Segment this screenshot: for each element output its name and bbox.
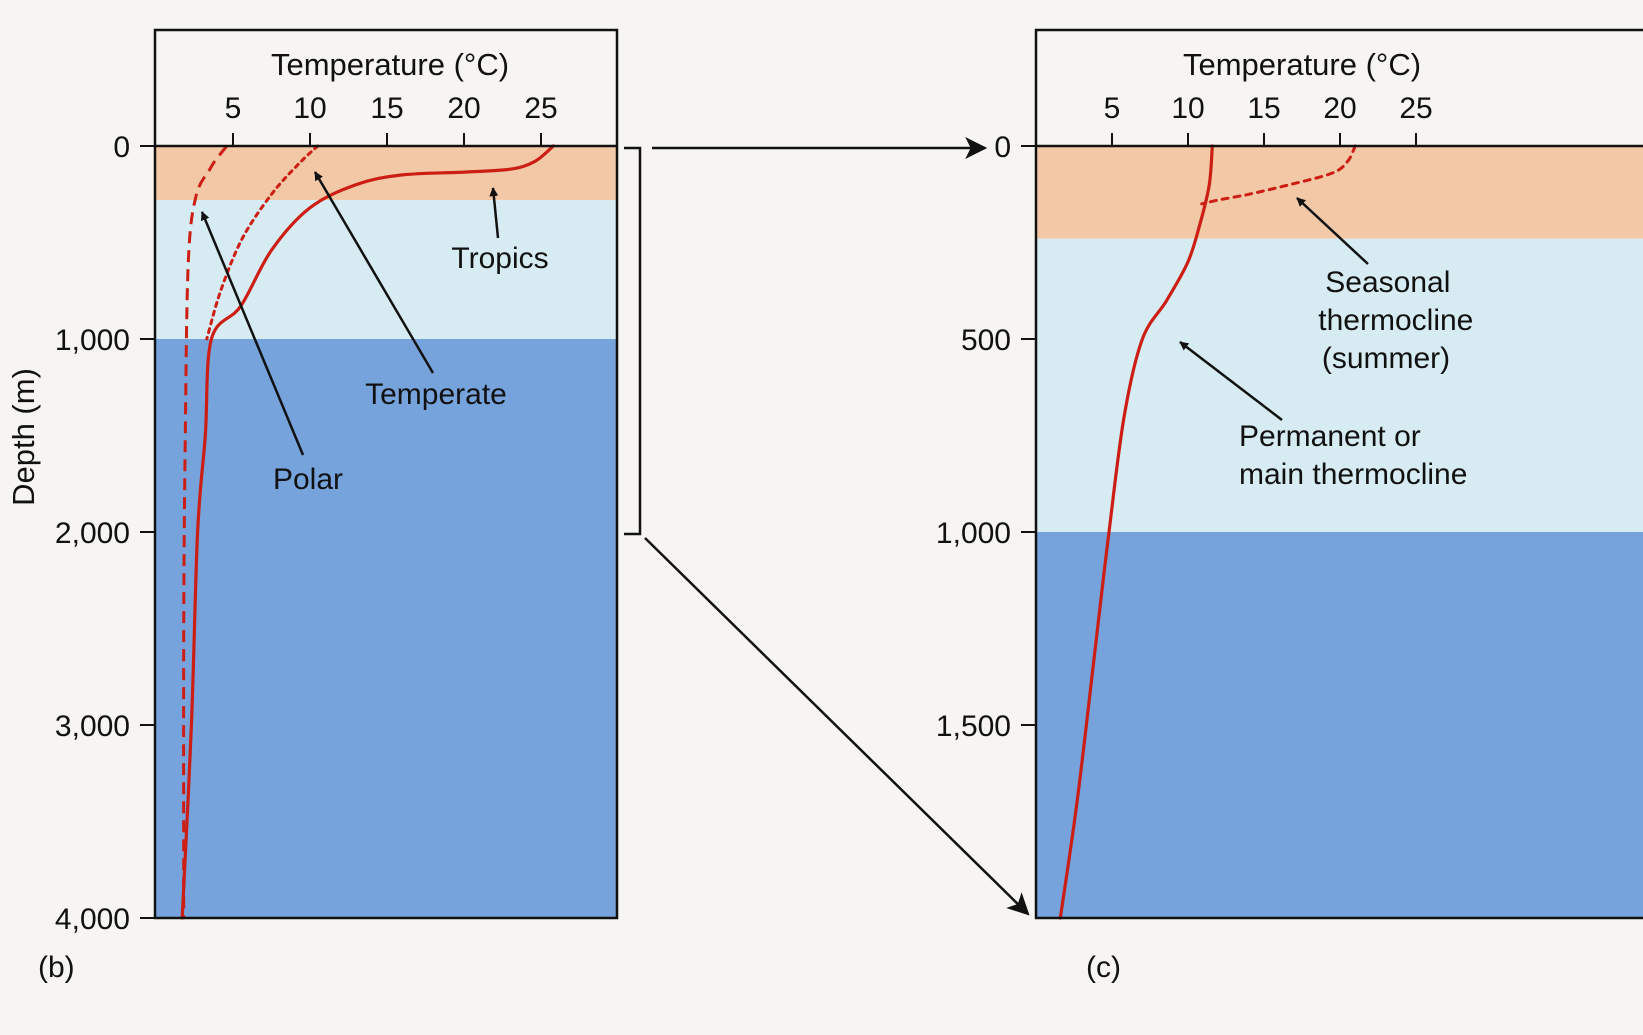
panel-b: Temperature (°C) 5 10 15 20 25 0 1,000 2… xyxy=(6,28,619,984)
panel-b-y-tick-label: 1,000 xyxy=(55,324,130,357)
panel-c-annotations: Seasonal thermocline (summer) Permanent … xyxy=(1179,197,1481,491)
permanent-thermocline-annotation-arrow xyxy=(1179,341,1283,421)
seasonal-label-line: Seasonal xyxy=(1325,266,1450,299)
panel-b-y-tick-label: 2,000 xyxy=(55,517,130,550)
panel-c-y-tick-label: 1,000 xyxy=(936,517,1011,550)
permanent-thermocline-annotation-label: Permanent or main thermocline xyxy=(1239,420,1467,491)
panel-c-x-tick-label: 20 xyxy=(1323,92,1356,125)
panel-c-x-tick-label: 25 xyxy=(1399,92,1432,125)
temperate-annotation-label: Temperate xyxy=(365,378,507,411)
panel-b-x-tick-label: 15 xyxy=(370,92,403,125)
panel-c-y-tick-label: 0 xyxy=(994,131,1011,164)
panel-b-deep-layer xyxy=(155,339,617,918)
polar-annotation-label: Polar xyxy=(273,463,343,496)
zoom-connector xyxy=(624,137,1030,916)
seasonal-label-line: thermocline xyxy=(1318,304,1473,337)
permanent-label-line: Permanent or xyxy=(1239,420,1421,453)
panel-c: Temperature (°C) 5 10 15 20 25 0 500 1,0… xyxy=(936,28,1643,984)
seasonal-thermocline-annotation-arrow xyxy=(1296,197,1369,265)
panel-c-surface-layer xyxy=(1036,146,1643,239)
zoom-arrow-bottom xyxy=(644,537,1030,916)
panel-b-y-tick-label: 3,000 xyxy=(55,710,130,743)
seasonal-label-line: (summer) xyxy=(1322,342,1450,375)
panel-b-y-tick-marks xyxy=(140,145,155,919)
panel-b-x-tick-label: 5 xyxy=(225,92,242,125)
panel-b-annotations: Tropics Temperate Polar xyxy=(200,171,549,496)
panel-c-permanent-thermocline-curve xyxy=(1058,144,1214,920)
permanent-label-line: main thermocline xyxy=(1239,458,1467,491)
panel-b-y-tick-label: 0 xyxy=(113,131,130,164)
panel-b-tropics-curve xyxy=(180,144,555,920)
panel-b-polar-curve xyxy=(182,145,228,919)
tropics-annotation-label: Tropics xyxy=(451,242,548,275)
panel-c-deep-layer xyxy=(1036,532,1643,918)
panel-b-x-axis-title: Temperature (°C) xyxy=(271,47,509,82)
panel-c-label: (c) xyxy=(1086,951,1121,984)
panel-c-x-tick-marks xyxy=(1111,133,1417,146)
panel-b-temperate-curve xyxy=(205,144,320,341)
panel-b-y-tick-label: 4,000 xyxy=(55,903,130,936)
panel-c-frame xyxy=(1034,28,1643,920)
panel-c-x-tick-label: 10 xyxy=(1171,92,1204,125)
zoom-bracket xyxy=(624,146,642,536)
panel-c-x-tick-label: 15 xyxy=(1247,92,1280,125)
panel-b-x-tick-label: 20 xyxy=(447,92,480,125)
panel-c-thermocline-layer xyxy=(1036,238,1643,532)
panel-b-x-tick-marks xyxy=(232,133,542,146)
panel-c-x-axis-title: Temperature (°C) xyxy=(1183,47,1421,82)
seasonal-thermocline-annotation-label: Seasonal thermocline (summer) xyxy=(1318,266,1481,375)
panel-c-y-tick-label: 1,500 xyxy=(936,710,1011,743)
panel-b-layers xyxy=(155,146,617,918)
panel-c-y-tick-marks xyxy=(1021,145,1036,726)
temperate-annotation-arrow xyxy=(313,171,435,374)
panel-c-seasonal-thermocline-curve xyxy=(1200,144,1357,206)
panel-c-x-tick-label: 5 xyxy=(1104,92,1121,125)
panel-c-y-tick-label: 500 xyxy=(961,324,1011,357)
panel-c-layers xyxy=(1036,146,1643,918)
panel-b-frame xyxy=(153,28,619,920)
tropics-annotation-arrow xyxy=(489,187,500,239)
panel-b-x-tick-label: 25 xyxy=(524,92,557,125)
panel-b-label: (b) xyxy=(38,951,75,984)
panel-b-surface-layer xyxy=(155,146,617,201)
panel-b-x-tick-label: 10 xyxy=(293,92,326,125)
polar-annotation-arrow xyxy=(200,211,305,456)
panel-b-y-axis-title: Depth (m) xyxy=(6,368,41,506)
